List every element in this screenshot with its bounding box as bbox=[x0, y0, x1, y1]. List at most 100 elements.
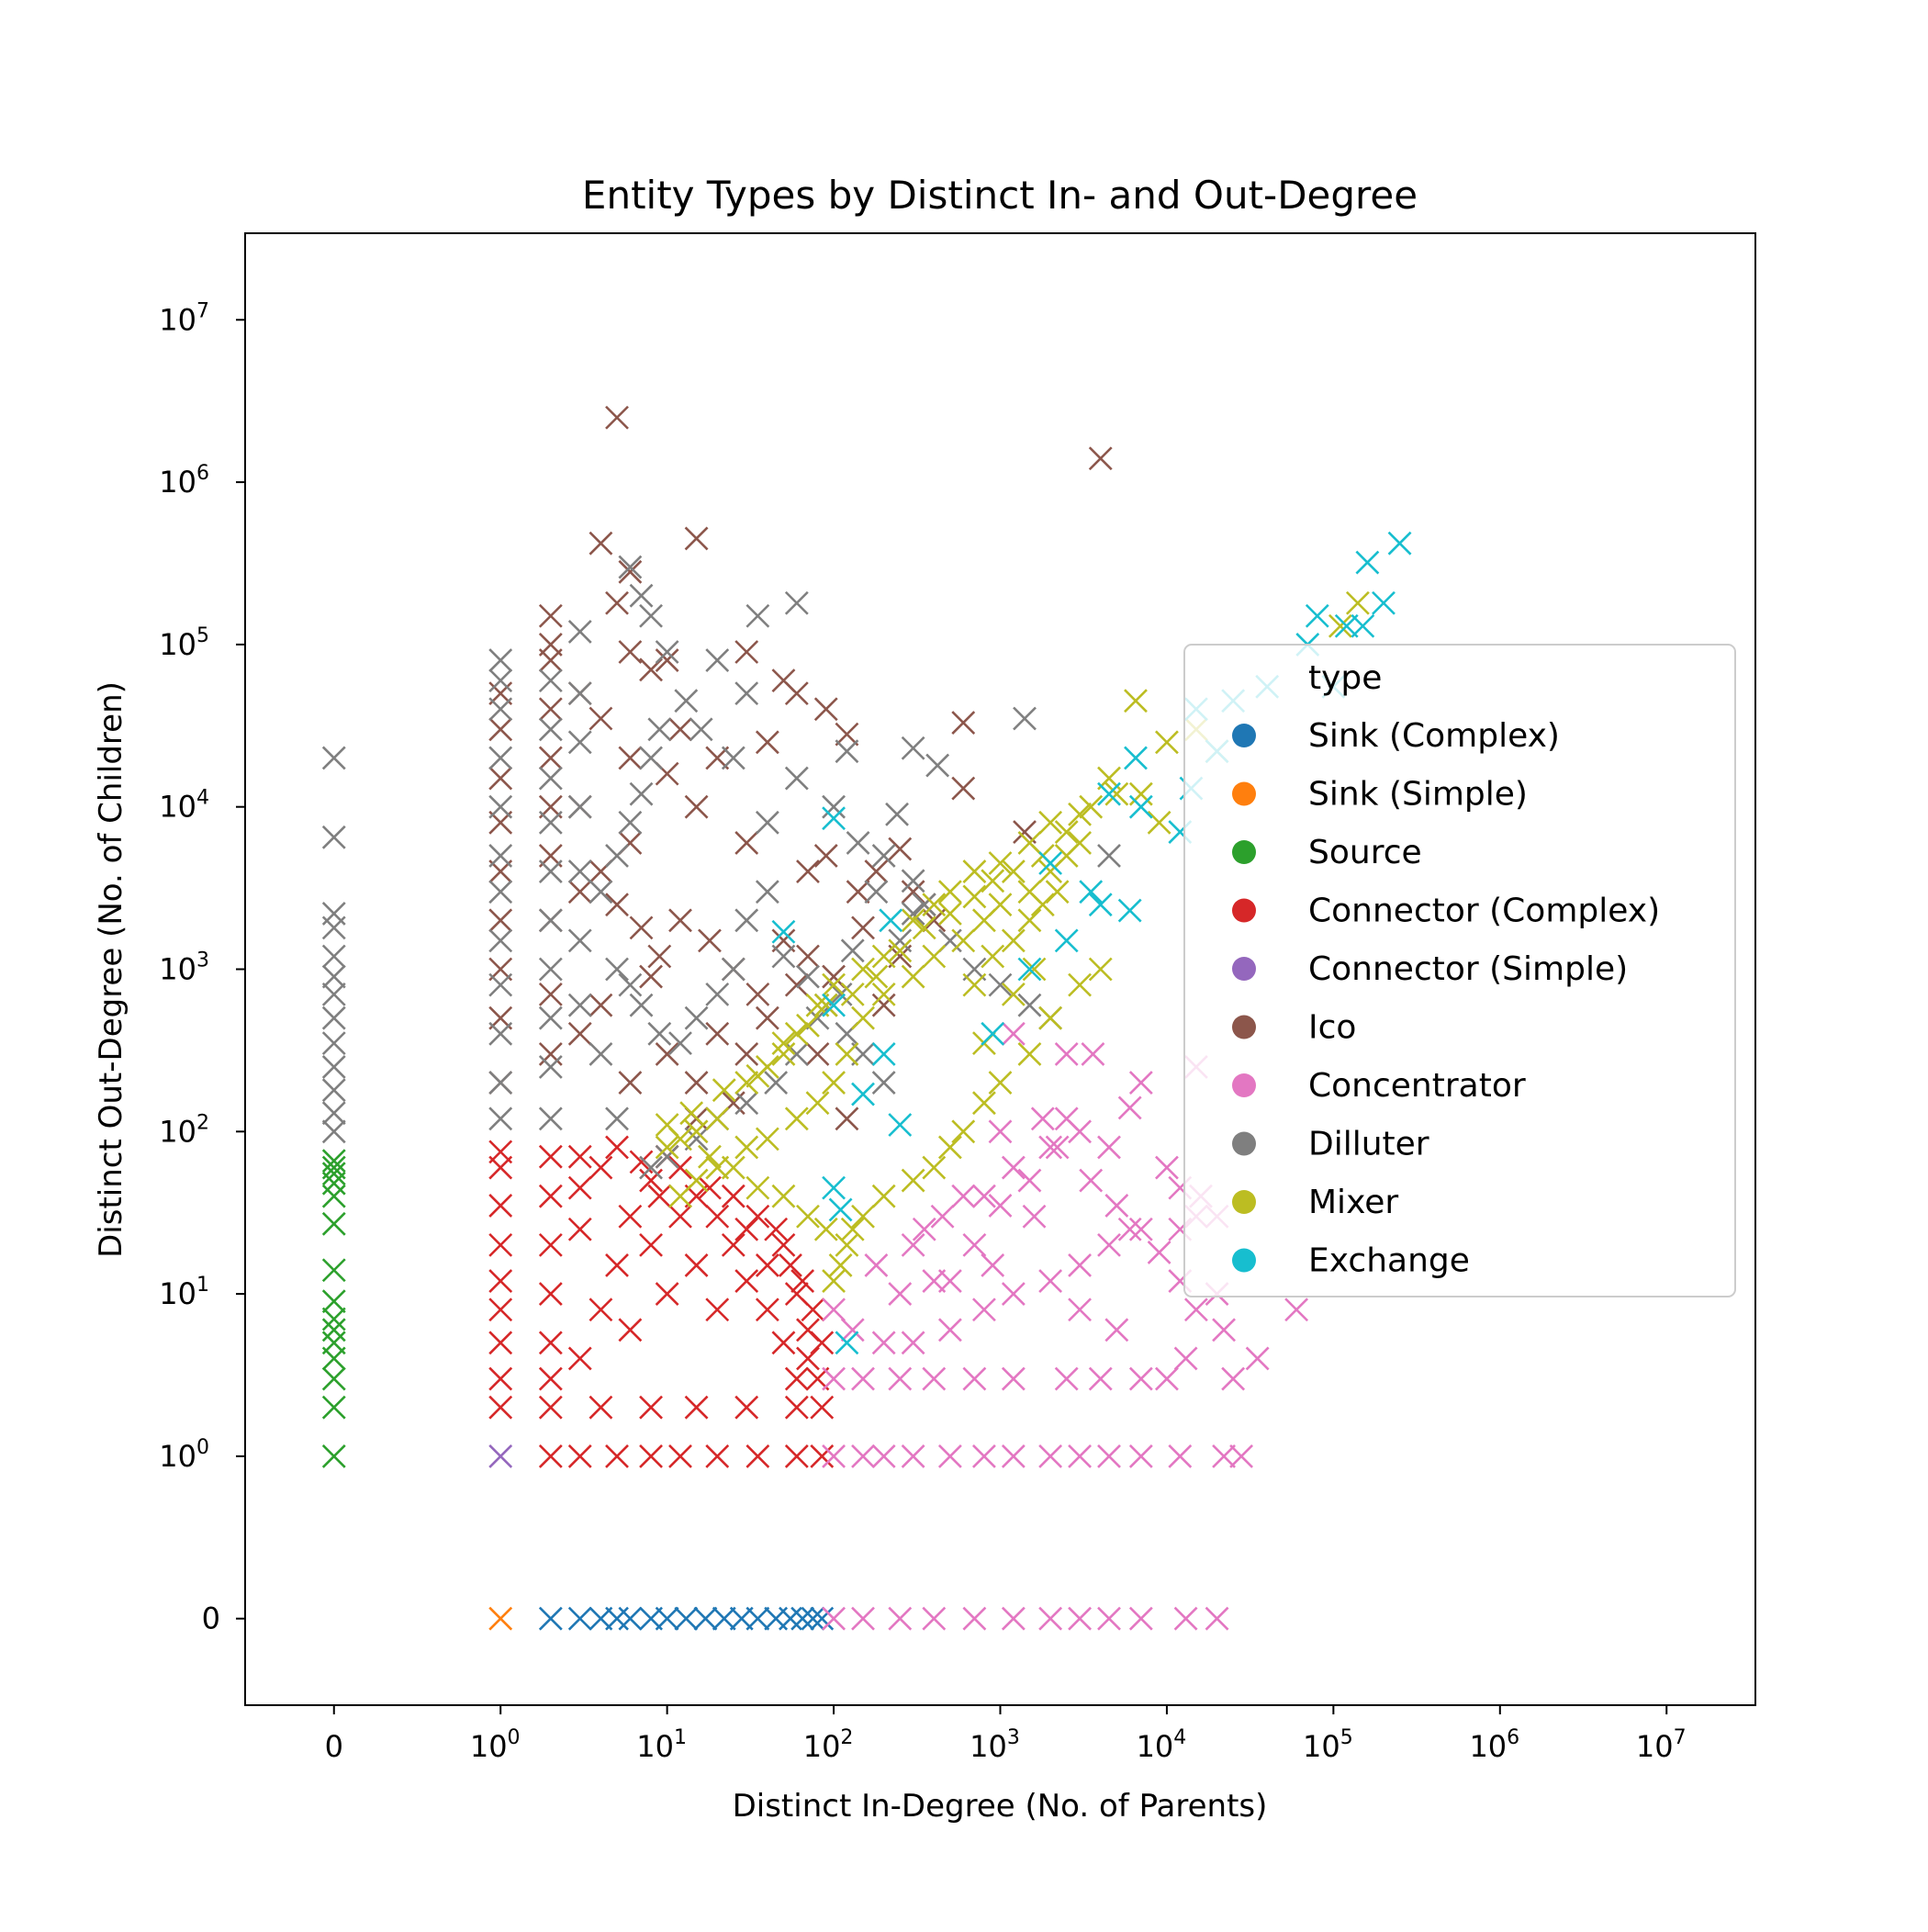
data-point bbox=[488, 1443, 513, 1468]
data-point bbox=[771, 919, 796, 944]
data-point bbox=[937, 1135, 962, 1160]
data-point bbox=[321, 1289, 346, 1314]
legend-label: Connector (Complex) bbox=[1308, 893, 1660, 930]
data-point bbox=[321, 982, 346, 1006]
data-point bbox=[988, 972, 1013, 997]
data-point bbox=[971, 1091, 996, 1116]
data-point bbox=[1355, 550, 1380, 575]
data-point bbox=[321, 944, 346, 969]
data-point bbox=[851, 1005, 875, 1030]
data-point bbox=[655, 1282, 679, 1307]
data-point bbox=[1038, 851, 1063, 875]
data-point bbox=[588, 531, 613, 556]
data-point bbox=[745, 1606, 770, 1631]
data-point bbox=[755, 1253, 779, 1277]
data-point bbox=[538, 1606, 563, 1631]
data-point bbox=[567, 993, 592, 1017]
data-point bbox=[721, 1232, 745, 1257]
data-point bbox=[840, 982, 865, 1006]
data-point bbox=[981, 869, 1005, 893]
data-point bbox=[684, 794, 709, 819]
data-point bbox=[922, 1155, 947, 1180]
data-point bbox=[1128, 1606, 1153, 1631]
data-point bbox=[1017, 1168, 1042, 1193]
data-point bbox=[1017, 1042, 1042, 1066]
data-point bbox=[684, 526, 709, 551]
data-point bbox=[605, 957, 629, 982]
data-point bbox=[951, 1184, 976, 1208]
data-point bbox=[605, 405, 629, 430]
x-tick-label: 102 bbox=[803, 1726, 854, 1764]
data-point bbox=[922, 893, 947, 917]
data-point bbox=[784, 1042, 809, 1066]
data-point bbox=[538, 1282, 563, 1307]
data-point bbox=[888, 1366, 913, 1391]
data-point bbox=[488, 794, 513, 819]
data-point bbox=[822, 1443, 846, 1468]
data-point bbox=[981, 1021, 1005, 1046]
data-point bbox=[835, 1106, 859, 1131]
data-point bbox=[734, 1091, 759, 1116]
series-ico bbox=[488, 405, 1113, 1131]
data-point bbox=[988, 1119, 1013, 1144]
data-point bbox=[805, 1005, 830, 1030]
legend-label: Exchange bbox=[1308, 1242, 1470, 1280]
data-point bbox=[771, 1184, 796, 1208]
data-point bbox=[864, 964, 889, 989]
data-point bbox=[721, 1184, 745, 1208]
data-point bbox=[538, 982, 563, 1006]
data-point bbox=[488, 1140, 513, 1164]
data-point bbox=[668, 1204, 692, 1229]
data-point bbox=[1128, 794, 1153, 819]
data-point bbox=[1045, 1135, 1070, 1160]
data-point bbox=[745, 1063, 770, 1088]
data-point bbox=[321, 1258, 346, 1283]
data-point bbox=[784, 1443, 809, 1468]
data-point bbox=[922, 944, 947, 969]
data-point bbox=[538, 668, 563, 693]
y-tick-label: 103 bbox=[159, 949, 209, 987]
data-point bbox=[822, 1297, 846, 1322]
series-connector-complex bbox=[488, 1135, 835, 1468]
data-point bbox=[1045, 880, 1070, 904]
data-point bbox=[962, 1606, 987, 1631]
data-point bbox=[1001, 1021, 1026, 1046]
data-point bbox=[567, 1346, 592, 1371]
data-point bbox=[784, 1106, 809, 1131]
data-point bbox=[813, 844, 838, 868]
x-tick-label: 107 bbox=[1636, 1726, 1687, 1764]
data-point bbox=[784, 1021, 809, 1046]
data-point bbox=[705, 1204, 730, 1229]
data-point bbox=[488, 1071, 513, 1095]
data-point bbox=[321, 825, 346, 849]
data-point bbox=[321, 1162, 346, 1186]
data-point bbox=[734, 1042, 759, 1066]
y-tick-label: 106 bbox=[159, 462, 209, 500]
data-point bbox=[1068, 1253, 1092, 1277]
data-point bbox=[901, 1443, 925, 1468]
legend-item: Connector (Simple) bbox=[1232, 950, 1628, 988]
data-point bbox=[321, 1055, 346, 1079]
data-point bbox=[605, 1135, 629, 1160]
data-point bbox=[321, 1331, 346, 1355]
data-point bbox=[734, 831, 759, 855]
data-point bbox=[835, 722, 859, 747]
x-tick-label: 105 bbox=[1303, 1726, 1353, 1764]
data-point bbox=[488, 928, 513, 953]
legend-item: Exchange bbox=[1232, 1242, 1470, 1280]
data-point bbox=[588, 1042, 613, 1066]
data-point bbox=[647, 944, 672, 969]
data-point bbox=[321, 1443, 346, 1468]
data-point bbox=[888, 938, 913, 963]
data-point bbox=[321, 1366, 346, 1391]
x-axis: 0 100 101 102 103 104 105 106 107 bbox=[325, 1705, 1687, 1764]
data-point bbox=[1038, 859, 1063, 883]
data-point bbox=[901, 1168, 925, 1193]
data-point bbox=[321, 1211, 346, 1236]
data-point bbox=[712, 1078, 736, 1103]
data-point bbox=[1128, 1443, 1153, 1468]
data-point bbox=[639, 1443, 663, 1468]
data-point bbox=[321, 1101, 346, 1126]
data-point bbox=[930, 1204, 955, 1229]
data-point bbox=[647, 1021, 672, 1046]
